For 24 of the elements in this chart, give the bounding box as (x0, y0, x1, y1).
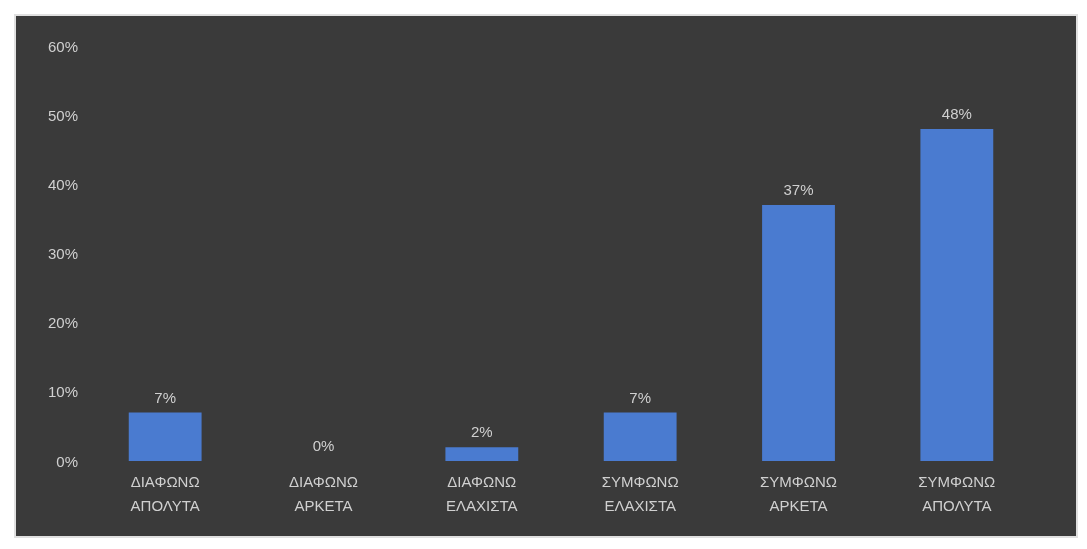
x-tick-label: ΣΥΜΦΩΝΩ ΑΡΚΕΤΑ (760, 472, 837, 514)
x-tick-label: ΔΙΑΦΩΝΩ ΕΛΑΧΙΣΤΑ (446, 472, 518, 514)
data-label: 7% (154, 388, 177, 406)
y-tick-label: 40% (47, 175, 78, 193)
y-tick-label: 10% (47, 383, 78, 401)
data-label: 2% (470, 423, 493, 441)
data-label: 48% (941, 105, 972, 122)
y-tick-label: 20% (47, 314, 78, 332)
bar (762, 205, 835, 461)
y-tick-label: 50% (47, 106, 78, 124)
y-tick-label: 0% (56, 452, 78, 470)
bar (920, 129, 994, 461)
bar (128, 412, 202, 461)
data-label: 7% (629, 388, 652, 406)
x-tick-label: ΣΥΜΦΩΝΩ ΕΛΑΧΙΣΤΑ (601, 472, 679, 514)
x-tick-label: ΣΥΜΦΩΝΩ ΑΠΟΛΥΤΑ (918, 472, 996, 514)
y-tick-label: 60% (47, 37, 78, 55)
data-label: 0% (312, 437, 335, 454)
y-tick-label: 30% (47, 245, 78, 262)
bar (445, 447, 519, 461)
x-tick-label: ΔΙΑΦΩΝΩ ΑΠΟΛΥΤΑ (130, 472, 200, 514)
bar (603, 412, 677, 461)
data-label: 37% (783, 181, 814, 199)
x-tick-label: ΔΙΑΦΩΝΩ ΑΡΚΕΤΑ (289, 472, 358, 514)
